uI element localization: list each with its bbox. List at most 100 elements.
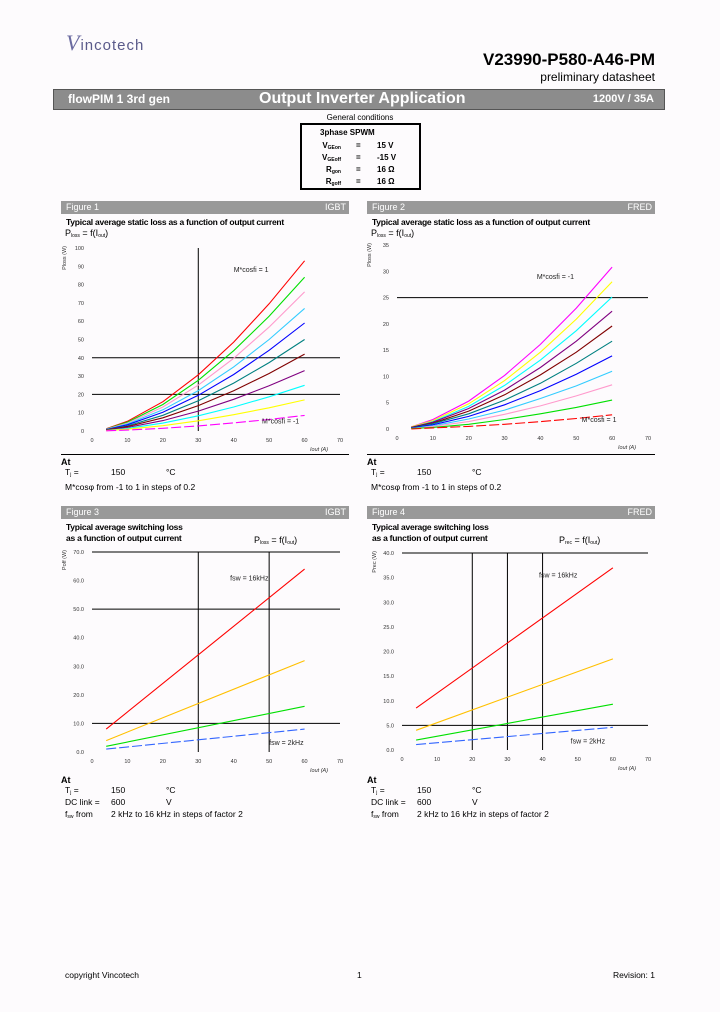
condition-value: 16 Ω [377,165,395,174]
figure-conditions: At Tj = 150 °C M*cosφ from -1 to 1 in steps … [61,454,349,492]
formula-current-subscript: out [98,233,106,239]
condition-symbol: Rgon [326,165,341,175]
condition-value: 150 [417,785,432,795]
condition-row: fsw from 2 kHz to 16 kHz in steps of fact… [367,809,655,821]
condition-unit: °C [166,785,176,795]
condition-row: Tj = 150 °C [367,467,655,479]
figure-title-line2: as a function of output current [66,533,182,543]
condition-unit: V [472,797,478,807]
equals: = [356,141,361,150]
formula-end: ) [597,535,601,545]
formula-symbol: P [254,535,261,545]
symbol: V [322,153,328,162]
condition-value: 600 [111,797,126,807]
figure-conditions: At Tj = 150 °C M*cosφ from -1 to 1 in steps … [367,454,655,492]
figure-title-line1: Typical average switching loss [372,522,489,532]
condition-unit: °C [472,467,482,477]
figure-label: Figure 3 [66,507,100,517]
condition-name: DC link = [65,797,100,808]
vincotech-logo: Vincotech [66,30,145,55]
symbol-subscript: GEoff [327,157,341,163]
condition-subscript: j [376,790,378,796]
formula-symbol: P [371,228,378,238]
condition-equals: = [94,797,100,807]
figure-panel: Figure 2 FRED Typical average static loss… [367,201,655,511]
formula-subscript: loss [377,233,386,239]
general-conditions-title: General conditions [326,113,394,122]
condition-name: Tj = [371,785,385,796]
condition-value: 150 [111,467,126,477]
condition-from: from [75,809,93,819]
condition-row: VGEon = 15 V [302,141,419,153]
figure-formula: Prec = f(Iout) [559,535,600,546]
formula-symbol: P [65,228,72,238]
condition-symbol: DC link [371,797,399,807]
condition-symbol: T [65,467,71,477]
datasheet-subtitle: preliminary datasheet [540,70,655,84]
rating: 1200V / 35A [592,93,654,105]
condition-value: 15 V [377,141,394,150]
condition-row: fsw from 2 kHz to 16 kHz in steps of fact… [61,809,349,821]
figure-title: Typical average static loss as a functio… [66,217,349,228]
page-number: 1 [357,970,362,980]
part-number: V23990-P580-A46-PM [483,50,655,69]
figure-title: Typical average switching loss as a funct… [372,522,655,544]
condition-value: 150 [417,467,432,477]
condition-value: -15 V [377,153,397,162]
condition-symbol: DC link [65,797,93,807]
formula-body: = f(I [385,228,405,238]
formula-body: = f(I [268,535,288,545]
condition-equals: = [73,785,79,795]
logo-text: incotech [80,37,145,54]
condition-subscript: j [376,472,378,478]
condition-name: Tj = [65,467,79,478]
condition-row: DC link = 600 V [61,797,349,809]
formula-end: ) [411,228,415,238]
condition-value: 150 [111,785,126,795]
condition-value: 600 [417,797,432,807]
formula-body: = f(I [79,228,99,238]
condition-symbol: T [371,785,377,795]
formula-subscript: rec [565,540,572,546]
figure-label: Figure 4 [372,507,406,517]
formula-current-subscript: out [404,233,412,239]
condition-row: Tj = 150 °C [367,785,655,797]
condition-row: Tj = 150 °C [61,467,349,479]
figure-header: Figure 3 IGBT [61,506,349,519]
condition-equals: = [400,797,406,807]
condition-unit: V [166,797,172,807]
conditions-at: At [61,775,71,785]
figure-label: Figure 1 [66,202,100,212]
modulation-mode: 3phase SPWM [320,128,375,137]
condition-subscript: j [70,790,72,796]
formula-end: ) [105,228,109,238]
condition-unit: °C [166,467,176,477]
formula-symbol: P [559,535,566,545]
conditions-at: At [367,457,377,467]
figure-title: Typical average switching loss as a funct… [66,522,349,544]
equals: = [356,177,361,186]
symbol: V [322,141,328,150]
product-family: flowPIM 1 3rd gen [68,92,171,106]
condition-unit: °C [472,785,482,795]
figure-header: Figure 4 FRED [367,506,655,519]
condition-value: 16 Ω [377,177,395,186]
condition-row: VGEoff = -15 V [302,153,419,165]
condition-name: fsw from [371,809,399,820]
figure-formula: Ploss = f(Iout) [254,535,297,546]
symbol-subscript: goff [331,181,341,187]
condition-name: fsw from [65,809,93,820]
page-title: Output Inverter Application [259,90,466,107]
condition-name: DC link = [371,797,406,808]
formula-subscript: loss [260,540,269,546]
formula-subscript: loss [71,233,80,239]
formula-current-subscript: out [590,540,598,546]
figure-title-line1: Typical average static loss as a functio… [372,217,590,227]
condition-symbol: T [371,467,377,477]
figure-title-line2: as a function of output current [372,533,488,543]
condition-subscript: sw [67,814,74,820]
figure-title: Typical average static loss as a functio… [372,217,655,228]
device-type: FRED [627,202,653,212]
